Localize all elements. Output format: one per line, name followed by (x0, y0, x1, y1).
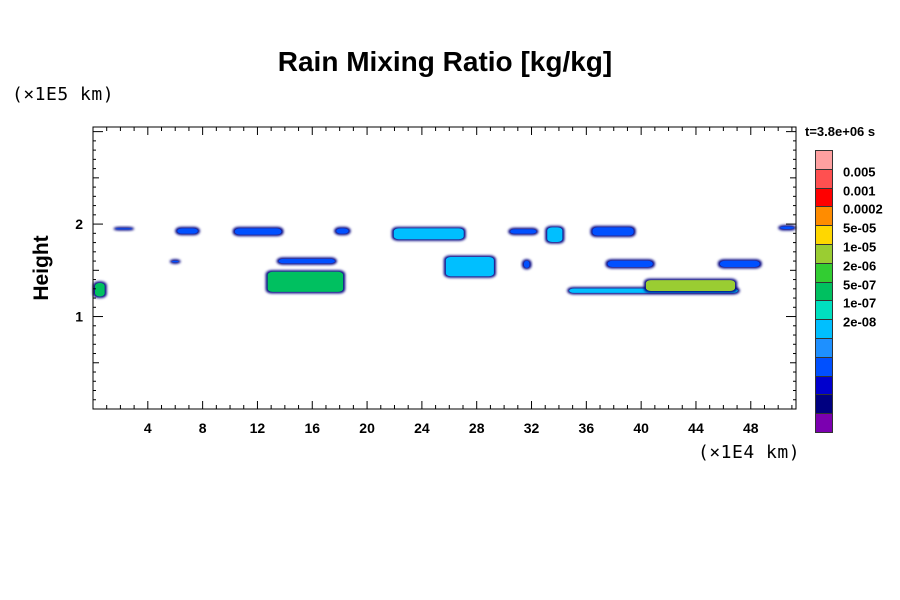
x-tick-label: 40 (633, 420, 649, 436)
colorbar-label: 5e-05 (843, 220, 877, 236)
rain-region-fill (267, 271, 344, 292)
rain-region (265, 270, 346, 294)
rain-regions (93, 225, 796, 299)
rain-region-fill (393, 228, 464, 240)
rain-region (391, 226, 466, 241)
rain-region-fill (234, 228, 282, 235)
colorbar-label: 1e-05 (843, 239, 877, 255)
time-label: t=3.8e+06 s (805, 124, 876, 139)
colorbar-swatch (815, 413, 833, 433)
colorbar-swatch (815, 375, 833, 396)
colorbar-label: 2e-06 (843, 258, 877, 274)
rain-region-fill (510, 229, 537, 234)
rain-region (545, 225, 565, 244)
rain-region (443, 255, 496, 278)
rain-region (113, 226, 135, 231)
rain-region (93, 281, 107, 299)
rain-region-fill (645, 280, 736, 292)
rain-region-fill (523, 260, 530, 268)
y-axis-unit: (×1E5 km) (12, 84, 115, 105)
y-tick-label: 2 (75, 216, 83, 232)
x-tick-label: 8 (199, 420, 207, 436)
rain-region-fill (780, 226, 794, 230)
rain-region-fill (336, 228, 349, 234)
x-tick-label: 24 (414, 420, 430, 436)
rain-region (508, 227, 539, 236)
rain-region-fill (115, 228, 133, 230)
colorbar-swatch (815, 206, 833, 227)
colorbar-swatch (815, 281, 833, 302)
rain-region (175, 226, 200, 236)
colorbar-label: 0.0002 (843, 201, 883, 217)
colorbar-label: 0.001 (843, 183, 876, 199)
chart-title: Rain Mixing Ratio [kg/kg] (277, 46, 613, 77)
rain-region (717, 259, 762, 269)
colorbar-label: 1e-07 (843, 295, 877, 311)
colorbar-swatch (815, 356, 833, 377)
x-tick-label: 20 (359, 420, 375, 436)
colorbar-label: 2e-08 (843, 314, 877, 330)
colorbar-label: 0.005 (843, 164, 876, 180)
x-tick-label: 4 (144, 420, 152, 436)
x-tick-label: 16 (304, 420, 320, 436)
rain-region (778, 225, 796, 231)
rain-region-fill (95, 282, 105, 297)
rain-region (605, 259, 655, 269)
colorbar-swatch (815, 187, 833, 208)
rain-region-fill (719, 260, 760, 267)
rain-region (232, 226, 284, 237)
rain-region-fill (547, 227, 563, 242)
colorbar-swatch (815, 394, 833, 415)
rain-region-fill (177, 228, 198, 234)
x-axis-unit: (×1E4 km) (698, 442, 801, 463)
x-tick-label: 36 (579, 420, 595, 436)
colorbar-swatch (815, 150, 833, 170)
rain-region (334, 226, 351, 236)
rain-region (643, 278, 738, 293)
x-tick-label: 48 (743, 420, 759, 436)
colorbar-label: 5e-07 (843, 277, 877, 293)
x-tick-label: 32 (524, 420, 540, 436)
rain-region (169, 259, 181, 264)
rain-region-fill (171, 260, 179, 263)
colorbar-swatch (815, 319, 833, 339)
rain-region-fill (278, 258, 335, 264)
rain-region (276, 257, 337, 265)
colorbar-swatch (815, 244, 833, 264)
x-tick-label: 44 (688, 420, 704, 436)
colorbar-swatch (815, 168, 833, 189)
rain-region (521, 259, 532, 270)
y-tick-label: 1 (75, 309, 83, 325)
rain-region (590, 225, 636, 238)
colorbar-swatch (815, 262, 833, 283)
colorbar-swatch (815, 338, 833, 358)
rain-region-fill (592, 227, 634, 236)
colorbar-swatch (815, 300, 833, 321)
rain-region-fill (607, 260, 653, 267)
colorbar-swatch (815, 225, 833, 245)
x-tick-label: 28 (469, 420, 485, 436)
rain-region-fill (445, 257, 494, 277)
x-tick-label: 12 (250, 420, 266, 436)
plot-frame (92, 126, 797, 410)
